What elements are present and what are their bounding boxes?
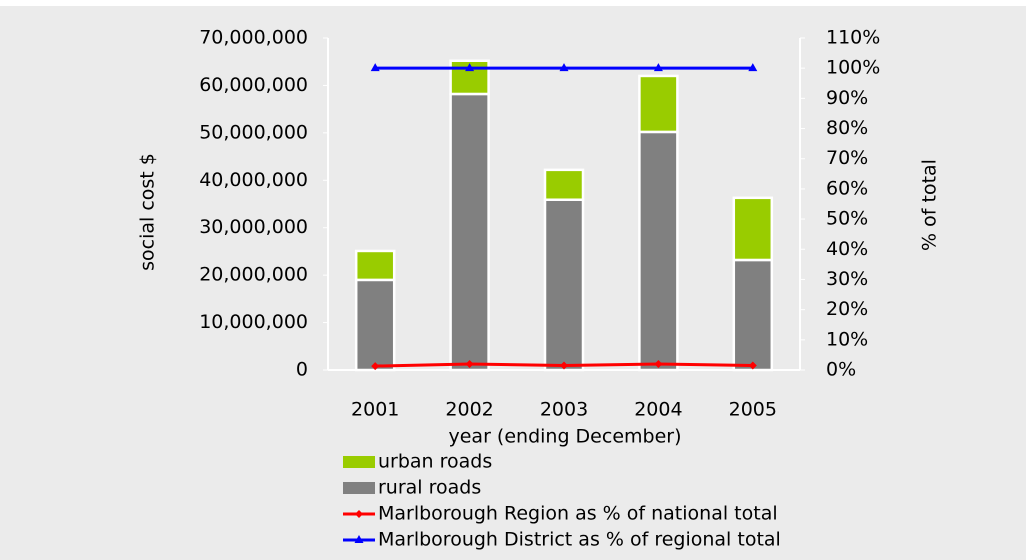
y-tick-label: 40,000,000 [199, 169, 308, 191]
y2-tick-label: 40% [826, 238, 868, 260]
y2-tick-label: 90% [826, 87, 868, 109]
marker [748, 361, 757, 370]
bar [449, 92, 490, 372]
y2-tick-label: 100% [826, 57, 880, 79]
bar [732, 258, 774, 372]
bar [543, 168, 585, 201]
y-tick-label: 30,000,000 [199, 216, 308, 238]
y2-tick-label: 50% [826, 208, 868, 230]
legend-label: rural roads [378, 477, 481, 499]
y-tick-label: 20,000,000 [199, 264, 308, 286]
marker [560, 361, 568, 370]
y2-tick-label: 60% [826, 177, 868, 199]
legend-label: Marlborough District as % of regional to… [378, 529, 781, 551]
y2-axis-label: % of total [919, 159, 941, 251]
x-tick-label: 2003 [540, 399, 588, 421]
y-axis-label: social cost $ [137, 153, 159, 271]
y2-tick-label: 110% [826, 27, 880, 49]
bar [354, 278, 396, 372]
legend-label: Marlborough Region as % of national tota… [378, 503, 778, 525]
y-tick-label: 0 [296, 359, 308, 381]
x-tick-label: 2004 [634, 399, 682, 421]
marker [465, 63, 475, 72]
legend-label: urban roads [378, 451, 492, 473]
y2-tick-label: 10% [826, 328, 868, 350]
y2-tick-label: 70% [826, 147, 868, 169]
marker [559, 63, 569, 72]
x-tick-label: 2002 [445, 399, 493, 421]
bar [638, 130, 679, 372]
legend-marker [354, 535, 364, 543]
y2-tick-label: 80% [826, 117, 868, 139]
y2-tick-label: 0% [826, 359, 856, 381]
x-axis-label: year (ending December) [449, 426, 682, 448]
y2-tick-label: 30% [826, 268, 868, 290]
y-tick-label: 50,000,000 [199, 121, 308, 143]
marker [371, 362, 380, 371]
legend-swatch [343, 482, 375, 494]
marker [370, 63, 380, 72]
y2-tick-label: 20% [826, 298, 868, 320]
y-tick-label: 10,000,000 [199, 311, 308, 333]
legend-swatch [343, 456, 375, 468]
marker [465, 359, 474, 368]
y-tick-label: 60,000,000 [199, 74, 308, 96]
y-tick-label: 70,000,000 [199, 27, 308, 49]
bar [543, 198, 585, 372]
marker [654, 359, 663, 368]
bar [354, 249, 396, 282]
x-tick-label: 2005 [729, 399, 777, 421]
legend-marker [355, 510, 363, 518]
bar [638, 74, 679, 134]
marker [653, 63, 663, 72]
bar [732, 196, 774, 262]
marker [748, 63, 758, 72]
x-tick-label: 2001 [351, 399, 399, 421]
